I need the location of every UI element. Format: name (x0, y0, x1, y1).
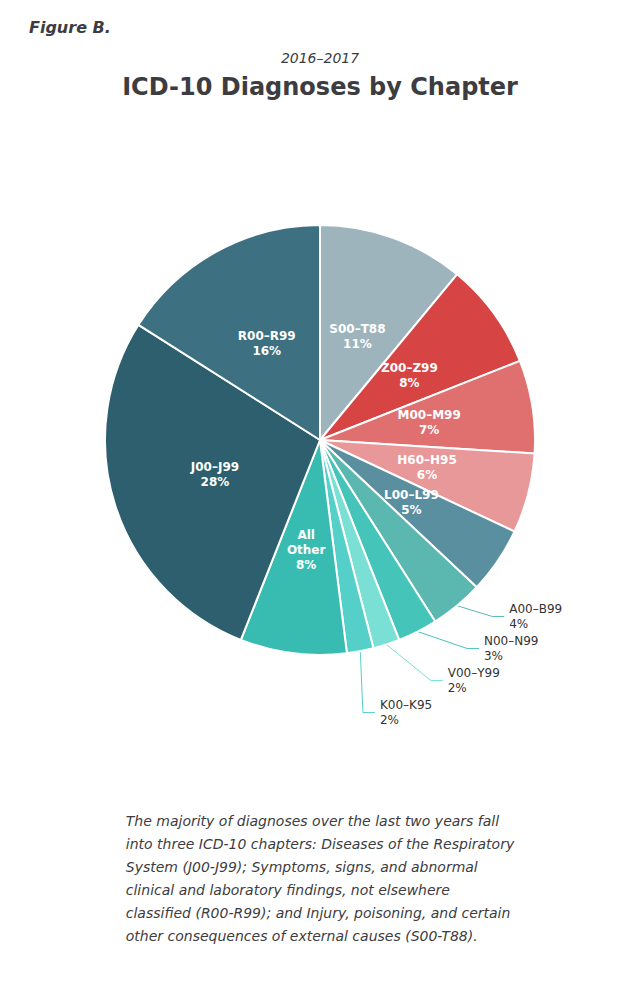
svg-text:J00–J99: J00–J99 (190, 460, 239, 474)
svg-text:into three ICD-10 chapters: Di: into three ICD-10 chapters: Diseases of … (126, 836, 515, 852)
svg-text:L00–L99: L00–L99 (384, 488, 439, 502)
svg-text:classified (R00-R99); and Inju: classified (R00-R99); and Injury, poison… (126, 905, 511, 921)
svg-text:16%: 16% (252, 344, 281, 358)
svg-text:7%: 7% (419, 423, 439, 437)
svg-text:Z00–Z99: Z00–Z99 (381, 361, 438, 375)
svg-text:System (J00-J99); Symptoms, si: System (J00-J99); Symptoms, signs, and a… (126, 859, 478, 875)
svg-text:Other: Other (287, 543, 326, 557)
svg-text:5%: 5% (401, 503, 421, 517)
svg-text:2%: 2% (380, 713, 399, 727)
svg-text:R00–R99: R00–R99 (238, 329, 296, 343)
svg-text:V00–Y99: V00–Y99 (448, 666, 500, 680)
svg-text:other consequences of external: other consequences of external causes (S… (126, 928, 478, 944)
svg-text:K00–K95: K00–K95 (380, 698, 432, 712)
svg-text:11%: 11% (343, 337, 372, 351)
svg-text:N00–N99: N00–N99 (484, 634, 538, 648)
svg-text:4%: 4% (509, 617, 528, 631)
svg-text:28%: 28% (201, 475, 230, 489)
svg-text:Figure B.: Figure B. (29, 18, 111, 37)
svg-text:All: All (297, 528, 315, 542)
svg-text:2%: 2% (448, 681, 467, 695)
svg-text:S00–T88: S00–T88 (329, 322, 385, 336)
svg-text:3%: 3% (484, 649, 503, 663)
svg-text:The majority of diagnoses over: The majority of diagnoses over the last … (126, 813, 499, 829)
svg-text:A00–B99: A00–B99 (509, 602, 562, 616)
svg-text:H60–H95: H60–H95 (397, 453, 456, 467)
svg-text:8%: 8% (296, 558, 316, 572)
svg-text:clinical and laboratory findin: clinical and laboratory findings, not el… (126, 882, 450, 898)
svg-text:ICD-10 Diagnoses by Chapter: ICD-10 Diagnoses by Chapter (122, 73, 518, 101)
svg-text:2016–2017: 2016–2017 (281, 50, 359, 66)
svg-text:6%: 6% (417, 468, 437, 482)
svg-text:M00–M99: M00–M99 (397, 408, 460, 422)
svg-text:8%: 8% (399, 376, 419, 390)
